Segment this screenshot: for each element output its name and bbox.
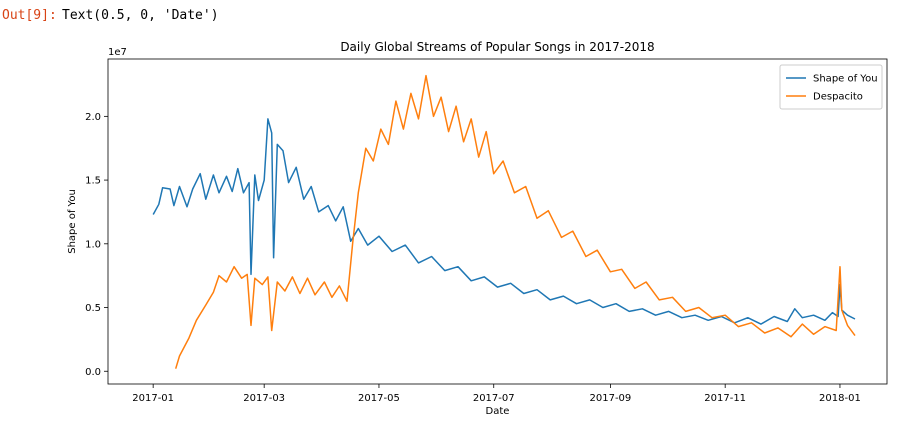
- legend-box: [779, 64, 883, 110]
- x-tick-label: 2017-01: [132, 393, 174, 404]
- y-tick-label: 0.5: [85, 303, 101, 314]
- line-chart: Daily Global Streams of Popular Songs in…: [67, 40, 888, 417]
- legend: Shape of You Despacito: [779, 64, 883, 110]
- y-offset-label: 1e7: [108, 47, 127, 58]
- x-tick-label: 2017-03: [243, 393, 285, 404]
- y-tick-label: 0.0: [85, 367, 101, 378]
- series-layer: [152, 74, 856, 369]
- series-line-despacito: [174, 74, 856, 369]
- x-axis-label: Date: [486, 406, 510, 417]
- x-tick-label: 2017-11: [704, 393, 746, 404]
- output-prompt: Out[9]:: [2, 7, 57, 23]
- plot-frame: [107, 58, 888, 385]
- output-text: Text(0.5, 0, 'Date'): [62, 7, 219, 23]
- legend-label: Despacito: [813, 92, 863, 103]
- chart-title: Daily Global Streams of Popular Songs in…: [340, 40, 654, 54]
- legend-label: Shape of You: [813, 74, 878, 85]
- x-tick-label: 2017-05: [358, 393, 400, 404]
- series-line-shape-of-you: [152, 118, 856, 325]
- x-tick-label: 2017-07: [473, 393, 515, 404]
- ticks-layer: 2017-01 2017-03 2017-05 2017-07 2017-09 2017-…: [85, 112, 861, 404]
- y-tick-label: 1.5: [85, 176, 101, 187]
- y-axis-label: Shape of You: [67, 189, 78, 254]
- x-tick-label: 2017-09: [590, 393, 632, 404]
- y-tick-label: 1.0: [85, 239, 101, 250]
- y-tick-label: 2.0: [85, 112, 101, 123]
- x-tick-label: 2018-01: [819, 393, 861, 404]
